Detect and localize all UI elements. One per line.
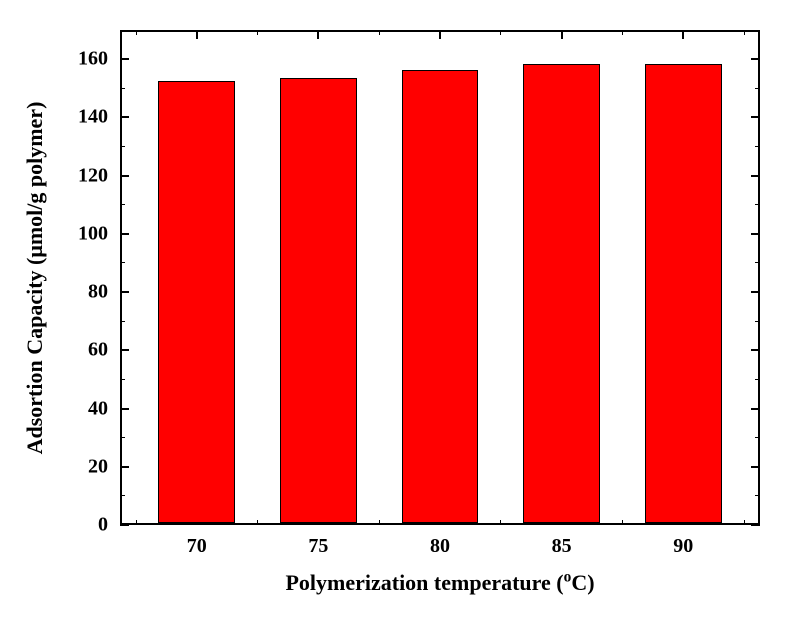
y-tick-major — [120, 58, 129, 60]
y-tick-minor — [755, 495, 760, 496]
y-tick-minor — [120, 495, 125, 496]
y-tick-minor — [755, 146, 760, 147]
bar — [645, 64, 722, 523]
x-tick-minor — [622, 520, 623, 525]
y-tick-major — [751, 233, 760, 235]
y-tick-minor — [120, 88, 125, 89]
y-tick-major — [120, 291, 129, 293]
y-tick-minor — [755, 30, 760, 31]
y-tick-major — [751, 349, 760, 351]
y-tick-major — [120, 233, 129, 235]
y-tick-major — [120, 524, 129, 526]
bar — [523, 64, 600, 523]
y-tick-minor — [120, 437, 125, 438]
y-tick-minor — [755, 204, 760, 205]
y-tick-minor — [120, 204, 125, 205]
x-tick-minor — [136, 30, 137, 35]
x-tick-label: 90 — [673, 535, 693, 558]
x-tick-minor — [500, 30, 501, 35]
y-tick-minor — [755, 321, 760, 322]
y-tick-label: 0 — [0, 514, 108, 537]
y-tick-label: 60 — [0, 339, 108, 362]
y-tick-label: 80 — [0, 281, 108, 304]
y-tick-label: 40 — [0, 397, 108, 420]
bar — [280, 78, 357, 523]
x-tick-minor — [500, 520, 501, 525]
y-tick-major — [751, 524, 760, 526]
y-tick-label: 20 — [0, 455, 108, 478]
y-tick-minor — [755, 437, 760, 438]
y-tick-major — [120, 349, 129, 351]
y-tick-label: 100 — [0, 222, 108, 245]
y-tick-major — [120, 466, 129, 468]
x-tick-label: 80 — [430, 535, 450, 558]
y-tick-minor — [755, 88, 760, 89]
y-tick-major — [120, 116, 129, 118]
y-tick-minor — [755, 262, 760, 263]
y-tick-major — [751, 58, 760, 60]
x-tick-major — [196, 30, 198, 39]
x-tick-minor — [744, 520, 745, 525]
x-tick-major — [561, 30, 563, 39]
y-tick-label: 140 — [0, 106, 108, 129]
x-axis-label: Polymerization temperature (oC) — [285, 570, 594, 596]
x-tick-minor — [136, 520, 137, 525]
y-tick-major — [751, 466, 760, 468]
bar — [158, 81, 235, 523]
y-tick-minor — [120, 321, 125, 322]
x-tick-major — [317, 30, 319, 39]
x-tick-minor — [257, 520, 258, 525]
x-tick-minor — [257, 30, 258, 35]
y-tick-label: 120 — [0, 164, 108, 187]
y-tick-major — [751, 291, 760, 293]
bar-chart: Adsortion Capacity (μmol/g polymer) Poly… — [0, 0, 800, 623]
x-tick-minor — [379, 30, 380, 35]
x-tick-minor — [379, 520, 380, 525]
y-tick-major — [751, 175, 760, 177]
y-tick-minor — [120, 379, 125, 380]
x-tick-label: 75 — [308, 535, 328, 558]
x-tick-minor — [744, 30, 745, 35]
y-tick-minor — [120, 30, 125, 31]
x-tick-major — [682, 30, 684, 39]
y-tick-label: 160 — [0, 48, 108, 71]
y-tick-minor — [120, 146, 125, 147]
y-tick-minor — [120, 262, 125, 263]
bar — [402, 70, 479, 523]
x-tick-major — [439, 30, 441, 39]
x-tick-label: 70 — [187, 535, 207, 558]
y-tick-major — [751, 408, 760, 410]
x-tick-minor — [622, 30, 623, 35]
y-tick-major — [120, 408, 129, 410]
y-tick-major — [751, 116, 760, 118]
y-tick-major — [120, 175, 129, 177]
y-tick-minor — [755, 379, 760, 380]
x-tick-label: 85 — [552, 535, 572, 558]
